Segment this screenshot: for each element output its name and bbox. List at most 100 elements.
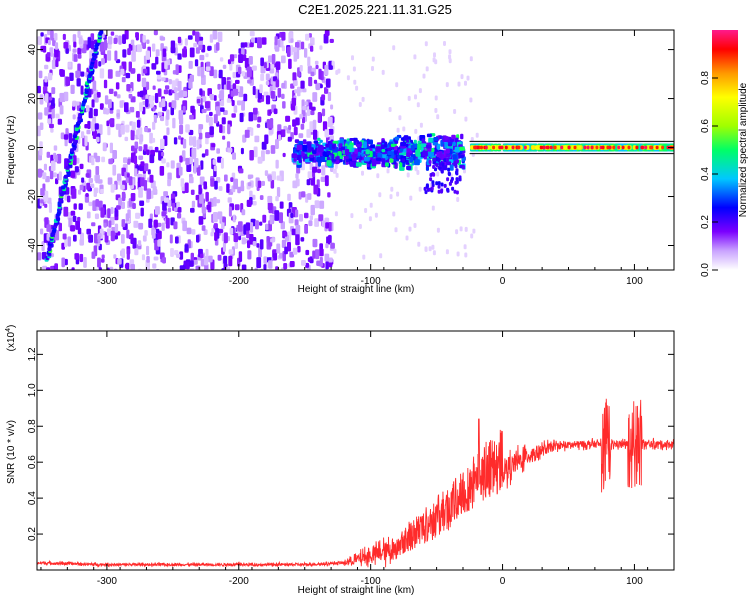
spectrogram-cell-1286	[240, 147, 244, 155]
spectrogram-cell-8	[70, 84, 75, 94]
spectrogram-cell-1474	[208, 255, 213, 263]
spectrogram-cell-970	[54, 48, 59, 58]
figure-title: C2E1.2025.221.11.31.G25	[298, 2, 452, 17]
spectrogram-cell-85	[231, 113, 236, 118]
spectrogram-cell-2327	[437, 181, 441, 186]
spectrogram-cell-839	[110, 184, 115, 193]
spectrogram-cell-1123	[65, 76, 70, 86]
spectrogram-cell-875	[301, 260, 306, 266]
spectrogram-cell-1266	[140, 207, 144, 217]
spectrogram-cell-1029	[182, 138, 187, 149]
spectrogram-cell-1174	[122, 49, 127, 58]
spectrogram-cell-242	[205, 132, 211, 139]
spectrogram-cell-1167	[203, 256, 209, 266]
spectrogram-cell-2355	[455, 190, 459, 195]
spectrogram-cell-1055	[298, 133, 304, 139]
spectrogram-cell-1046	[321, 94, 326, 101]
spectrogram-cell-574	[312, 238, 318, 248]
spectrogram-cell-507	[52, 172, 57, 178]
spectrogram-cell-2298	[445, 148, 450, 154]
spectrogram-cell-936	[243, 93, 248, 102]
spectrogram-cell-628	[134, 168, 138, 177]
spectrogram-cell-67	[166, 162, 170, 168]
spectrogram-cell-1367	[263, 256, 267, 264]
spectrogram-cell-2322	[446, 177, 450, 182]
spectrogram-cell-1113	[274, 46, 280, 52]
spectrogram-cell-398	[319, 248, 324, 257]
spectrogram-cell-308	[254, 135, 260, 143]
spectrogram-cell-1597	[471, 151, 475, 157]
spectrogram-cell-2316	[341, 146, 346, 151]
spectrogram-cell-2288	[311, 150, 317, 154]
spectrogram-cell-2300	[317, 145, 324, 153]
spectrogram-cell-2808	[573, 145, 577, 150]
spectrogram-cell-1138	[215, 42, 220, 51]
spectrogram-cell-1352	[128, 93, 133, 99]
spectrogram-cell-1141	[209, 34, 214, 43]
spectrogram-cell-1273	[223, 255, 228, 265]
spectrogram-cell-1473	[284, 246, 288, 255]
spectrogram-cell-552	[134, 248, 139, 256]
spectrogram-cell-922	[253, 146, 258, 158]
spectrogram-cell-1227	[113, 37, 118, 44]
spectrogram-cell-1961	[405, 160, 410, 165]
spectrogram-cell-228	[39, 94, 44, 105]
spectrogram-cell-677	[93, 108, 98, 117]
spectrogram-cell-1528	[472, 228, 476, 234]
spectrogram-cell-991	[96, 92, 101, 98]
spectrogram-cell-1607	[358, 224, 362, 229]
spectrogram-cell-1569	[362, 254, 366, 260]
spectrogram-cell-463	[298, 191, 302, 200]
spectrogram-cell-135	[322, 121, 328, 132]
spectrogram-cell-849	[243, 42, 248, 48]
snr-background	[37, 331, 674, 570]
spectrogram-cell-340	[64, 138, 68, 147]
spectrogram-cell-1455	[217, 211, 223, 220]
spectrogram-cell-1592	[353, 79, 357, 85]
spectrogram-cell-1341	[241, 264, 247, 270]
spectrogram-cell-2820	[560, 145, 564, 150]
spectrogram-cell-918	[270, 90, 275, 99]
spectrogram-cell-1418	[152, 186, 157, 193]
spectrogram-cell-786	[275, 159, 279, 169]
snr-y-label: SNR (10 * v/v)	[6, 420, 17, 484]
spectrogram-cell-1269	[59, 92, 65, 103]
spectrogram-cell-1447	[92, 80, 97, 91]
spectrogram-cell-1063	[151, 230, 156, 239]
spectrogram-cell-2247	[406, 148, 413, 154]
spectrogram-cell-1165	[121, 219, 126, 228]
spectrogram-cell-682	[189, 114, 194, 120]
spectrogram-cell-1510	[460, 74, 464, 80]
spectrogram-cell-2272	[400, 141, 407, 147]
spectrogram-cell-2366	[432, 172, 436, 177]
spectrogram-cell-1149	[294, 89, 298, 94]
spectrogram-cell-2832	[504, 145, 508, 150]
spectrogram-cell-1567	[331, 60, 335, 66]
spectrogram-cell-811	[107, 208, 111, 219]
spectrogram-cell-1040	[312, 166, 318, 173]
spectrogram-cell-1234	[68, 217, 72, 228]
spectrogram-cell-1304	[248, 56, 253, 65]
spectrogram-cell-2294	[447, 143, 453, 147]
spectrogram-cell-981	[114, 50, 118, 61]
spectrogram-cell-1153	[163, 89, 169, 95]
spectrogram-cell-397	[328, 257, 333, 263]
spectrogram-cell-1593	[371, 66, 374, 71]
spectrogram-cell-1058	[318, 68, 322, 80]
spectrogram-cell-1387	[162, 200, 167, 211]
spectrogram-cell-1415	[293, 51, 298, 62]
spectrogram-cell-384	[157, 88, 162, 97]
spectrogram-cell-2379	[429, 187, 432, 192]
spectrogram-cell-129	[76, 157, 80, 164]
spectrogram-cell-1334	[131, 121, 136, 131]
spectrogram-cell-181	[299, 214, 303, 222]
spectrogram-cell-1056	[117, 173, 121, 181]
spectrogram-cell-1392	[126, 248, 130, 260]
spectrogram-cell-1253	[115, 82, 120, 90]
spectrogram-cell-665	[88, 234, 94, 243]
spectrogram-cell-809	[292, 72, 297, 81]
spectrogram-cell-946	[234, 241, 238, 249]
spectrogram-cell-2304	[459, 146, 465, 151]
spectrogram-y-tick-label: 40	[27, 44, 38, 56]
spectrogram-cell-734	[37, 168, 42, 178]
